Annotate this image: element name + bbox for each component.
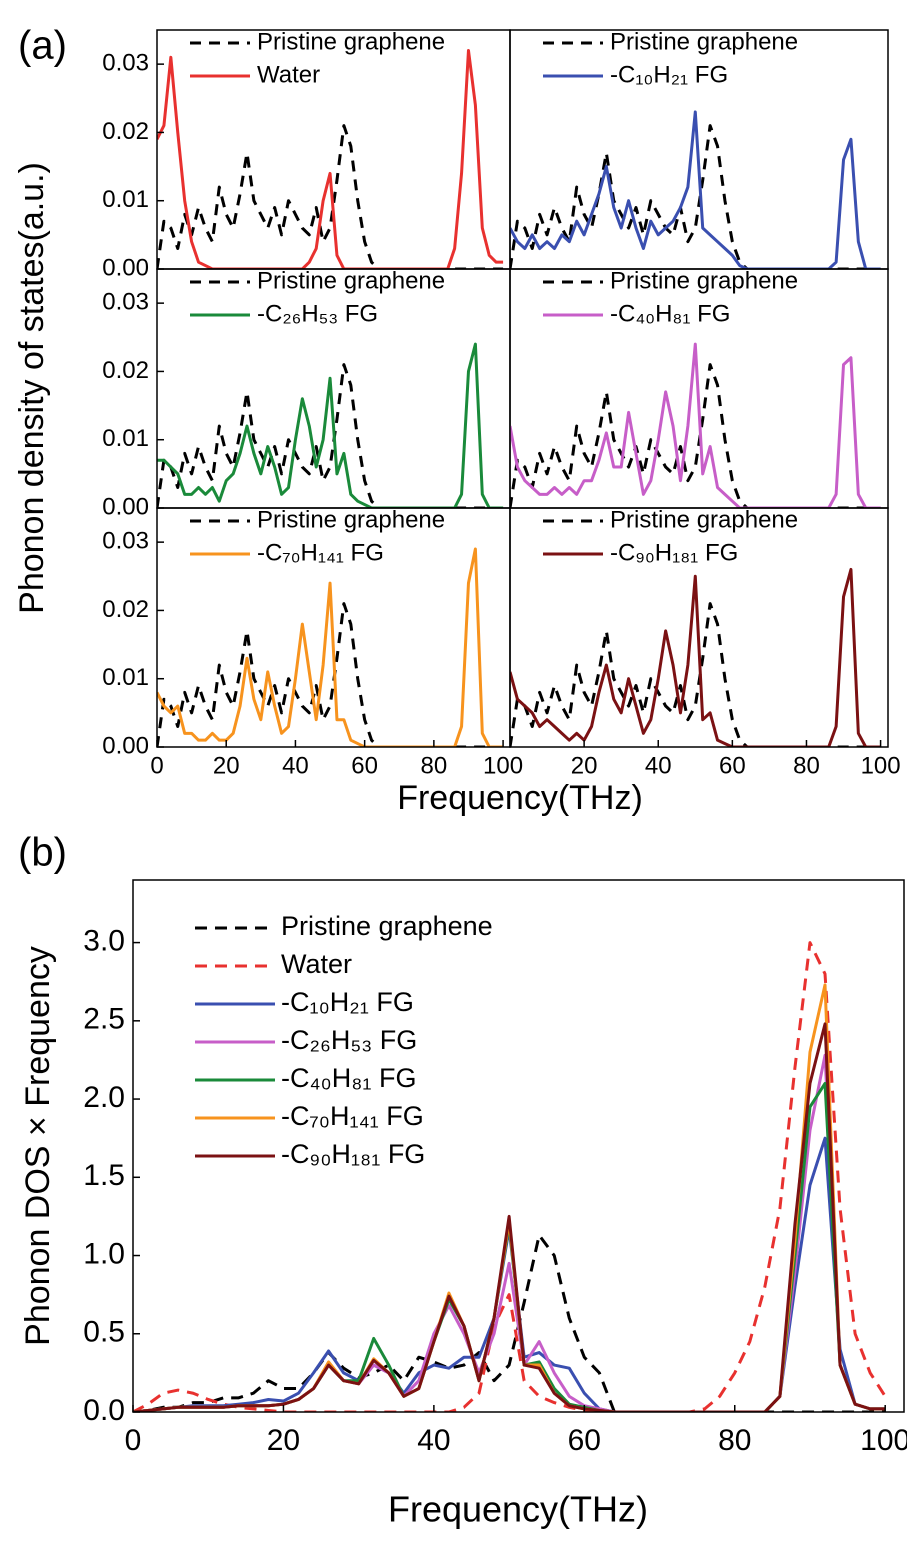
x-tick-label: 80 xyxy=(421,752,448,779)
legend-label: Pristine graphene xyxy=(610,28,798,55)
panel-label: (a) xyxy=(18,24,67,68)
x-tick-label: 20 xyxy=(571,752,598,779)
y-tick-label: 0.03 xyxy=(102,527,149,554)
x-tick-label: 0 xyxy=(150,752,163,779)
legend-label: Pristine graphene xyxy=(281,911,493,941)
y-tick-label: 1.0 xyxy=(83,1237,125,1270)
legend-label: -C₄₀H₈₁ FG xyxy=(281,1063,417,1093)
series-line xyxy=(157,363,504,508)
y-tick-label: 0.02 xyxy=(102,357,149,384)
y-tick-label: 0.01 xyxy=(102,664,149,691)
y-tick-label: 0.00 xyxy=(102,493,149,520)
series-line xyxy=(157,342,504,508)
legend-label: -C₉₀H₁₈₁ FG xyxy=(281,1139,425,1169)
legend-label: -C₁₀H₂₁ FG xyxy=(610,61,728,88)
y-axis-title: Phonon density of states(a.u.) xyxy=(13,162,51,614)
x-tick-label: 20 xyxy=(267,1424,300,1457)
y-tick-label: 0.03 xyxy=(102,49,149,76)
legend-label: Water xyxy=(281,949,352,979)
series-line xyxy=(157,48,504,269)
y-tick-label: 0.01 xyxy=(102,186,149,213)
x-tick-label: 60 xyxy=(719,752,746,779)
legend-label: Water xyxy=(257,61,320,88)
x-tick-label: 60 xyxy=(351,752,378,779)
x-tick-label: 40 xyxy=(645,752,672,779)
series-line xyxy=(157,124,504,269)
y-axis-title: Phonon DOS × Frequency xyxy=(19,946,57,1346)
legend-label: -C₇₀H₁₄₁ FG xyxy=(257,539,384,566)
legend-label: -C₇₀H₁₄₁ FG xyxy=(281,1101,424,1131)
y-tick-label: 1.5 xyxy=(83,1159,125,1192)
y-tick-label: 0.02 xyxy=(102,596,149,623)
legend-label: Pristine graphene xyxy=(257,506,445,533)
y-tick-label: 0.03 xyxy=(102,288,149,315)
legend-label: -C₂₆H₅₃ FG xyxy=(281,1025,417,1055)
x-tick-label: 40 xyxy=(417,1424,450,1457)
x-axis-title: Frequency(THz) xyxy=(397,779,643,817)
y-tick-label: 0.0 xyxy=(83,1394,125,1427)
legend-label: Pristine graphene xyxy=(257,267,445,294)
x-axis-title: Frequency(THz) xyxy=(388,1489,648,1530)
y-tick-label: 0.01 xyxy=(102,425,149,452)
series-line xyxy=(133,1233,886,1412)
legend-label: Pristine graphene xyxy=(610,267,798,294)
legend-label: Pristine graphene xyxy=(610,506,798,533)
series-line xyxy=(510,567,881,747)
y-tick-label: 0.00 xyxy=(102,732,149,759)
panel-label: (b) xyxy=(18,831,67,875)
series-line xyxy=(157,547,504,747)
series-line xyxy=(510,110,881,269)
legend-label: Pristine graphene xyxy=(257,28,445,55)
y-tick-label: 2.0 xyxy=(83,1081,125,1114)
x-tick-label: 100 xyxy=(860,1424,907,1457)
plot-frame xyxy=(132,879,905,1413)
series-line xyxy=(133,1022,886,1412)
y-tick-label: 0.5 xyxy=(83,1316,125,1349)
y-tick-label: 2.5 xyxy=(83,1003,125,1036)
x-tick-label: 100 xyxy=(861,752,901,779)
legend-label: -C₉₀H₁₈₁ FG xyxy=(610,539,738,566)
x-tick-label: 0 xyxy=(125,1424,142,1457)
plot-frame xyxy=(509,507,889,748)
x-tick-label: 20 xyxy=(213,752,240,779)
series-line xyxy=(133,941,887,1412)
y-tick-label: 0.02 xyxy=(102,118,149,145)
y-tick-label: 0.00 xyxy=(102,254,149,281)
series-line xyxy=(157,602,504,747)
legend-label: -C₄₀H₈₁ FG xyxy=(610,300,730,327)
y-tick-label: 3.0 xyxy=(83,925,125,958)
series-line xyxy=(510,342,881,508)
x-tick-label: 100 xyxy=(483,752,523,779)
x-tick-label: 40 xyxy=(282,752,309,779)
x-tick-label: 80 xyxy=(718,1424,751,1457)
legend-label: -C₂₆H₅₃ FG xyxy=(257,300,378,327)
x-tick-label: 60 xyxy=(568,1424,601,1457)
x-tick-label: 80 xyxy=(793,752,820,779)
legend-label: -C₁₀H₂₁ FG xyxy=(281,987,414,1017)
